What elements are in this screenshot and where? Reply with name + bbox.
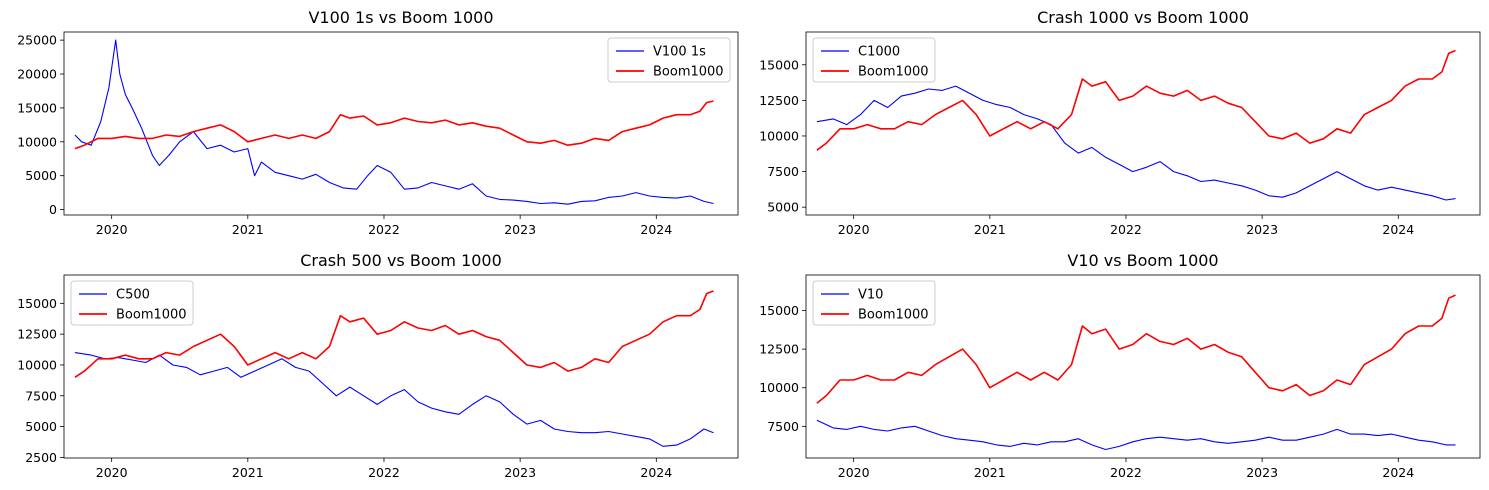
y-tick-label: 12500 [759, 93, 799, 108]
legend-label: Boom1000 [653, 65, 724, 80]
y-tick-label: 25000 [17, 33, 57, 48]
x-tick-label: 2023 [504, 465, 536, 480]
x-tick-label: 2024 [1382, 222, 1414, 237]
chart-title: V10 vs Boom 1000 [1067, 251, 1218, 270]
x-tick-label: 2020 [838, 222, 870, 237]
y-tick-label: 15000 [759, 57, 799, 72]
y-tick-label: 7500 [767, 164, 799, 179]
series-line-c1000 [816, 85, 1456, 201]
x-tick-label: 2023 [1246, 465, 1278, 480]
legend-label: Boom1000 [858, 308, 929, 323]
legend-label: Boom1000 [858, 65, 929, 80]
series-line-boom1000 [74, 100, 714, 150]
y-tick-label: 15000 [17, 100, 57, 115]
legend: C1000 Boom1000 [812, 37, 936, 83]
y-tick-label: 0 [49, 202, 57, 217]
series-line-v100-1s [74, 39, 714, 205]
y-tick-label: 2500 [25, 450, 57, 465]
legend-label: C1000 [858, 45, 900, 60]
chart-panel-3: Crash 500 vs Boom 1000 2020 2021 2022 2023 20… [17, 251, 739, 480]
x-tick-label: 2022 [1110, 222, 1142, 237]
y-tick-label: 10000 [17, 357, 57, 372]
legend: V100 1s Boom1000 [607, 37, 731, 83]
x-tick-label: 2023 [1246, 222, 1278, 237]
axes-frame [63, 31, 739, 216]
x-tick-label: 2022 [1110, 465, 1142, 480]
legend-label: C500 [116, 288, 150, 303]
y-tick-label: 5000 [25, 168, 57, 183]
series-line-c500 [74, 352, 714, 447]
chart-title: Crash 1000 vs Boom 1000 [1037, 8, 1249, 27]
series-line-boom1000 [74, 290, 714, 378]
y-tick-label: 7500 [25, 388, 57, 403]
legend-label: Boom1000 [116, 308, 187, 323]
chart-title: V100 1s vs Boom 1000 [308, 8, 493, 27]
chart-panel-4: V10 vs Boom 1000 2020 2021 2022 2023 2024 7500… [759, 251, 1481, 480]
axes-frame [805, 274, 1481, 459]
x-tick-label: 2024 [1382, 465, 1414, 480]
y-tick-label: 10000 [17, 134, 57, 149]
axes-frame [63, 274, 739, 459]
y-tick-label: 7500 [767, 419, 799, 434]
axes-frame [805, 31, 1481, 216]
y-tick-label: 15000 [17, 296, 57, 311]
y-tick-label: 12500 [759, 342, 799, 357]
chart-panel-1: V100 1s vs Boom 1000 2020 2021 2022 2023 2024… [17, 8, 739, 237]
series-line-boom1000 [816, 294, 1456, 404]
legend: V10 Boom1000 [812, 280, 936, 326]
x-tick-label: 2020 [96, 465, 128, 480]
y-tick-label: 12500 [17, 327, 57, 342]
y-tick-label: 10000 [759, 128, 799, 143]
x-tick-label: 2021 [232, 465, 264, 480]
series-line-boom1000 [816, 49, 1456, 151]
y-tick-label: 5000 [767, 200, 799, 215]
y-tick-label: 10000 [759, 380, 799, 395]
x-tick-label: 2021 [974, 222, 1006, 237]
y-tick-label: 20000 [17, 67, 57, 82]
series-line-v10 [816, 419, 1456, 451]
x-tick-label: 2022 [368, 222, 400, 237]
legend-label: V10 [858, 288, 883, 303]
x-tick-label: 2024 [640, 222, 672, 237]
chart-title: Crash 500 vs Boom 1000 [300, 251, 502, 270]
y-tick-label: 15000 [759, 303, 799, 318]
legend: C500 Boom1000 [70, 280, 194, 326]
x-tick-label: 2022 [368, 465, 400, 480]
y-tick-label: 5000 [25, 419, 57, 434]
x-tick-label: 2024 [640, 465, 672, 480]
x-tick-label: 2021 [232, 222, 264, 237]
x-tick-label: 2021 [974, 465, 1006, 480]
x-tick-label: 2020 [838, 465, 870, 480]
x-tick-label: 2020 [96, 222, 128, 237]
legend-label: V100 1s [653, 45, 706, 60]
x-tick-label: 2023 [504, 222, 536, 237]
chart-panel-2: Crash 1000 vs Boom 1000 2020 2021 2022 2023 2… [759, 8, 1481, 237]
